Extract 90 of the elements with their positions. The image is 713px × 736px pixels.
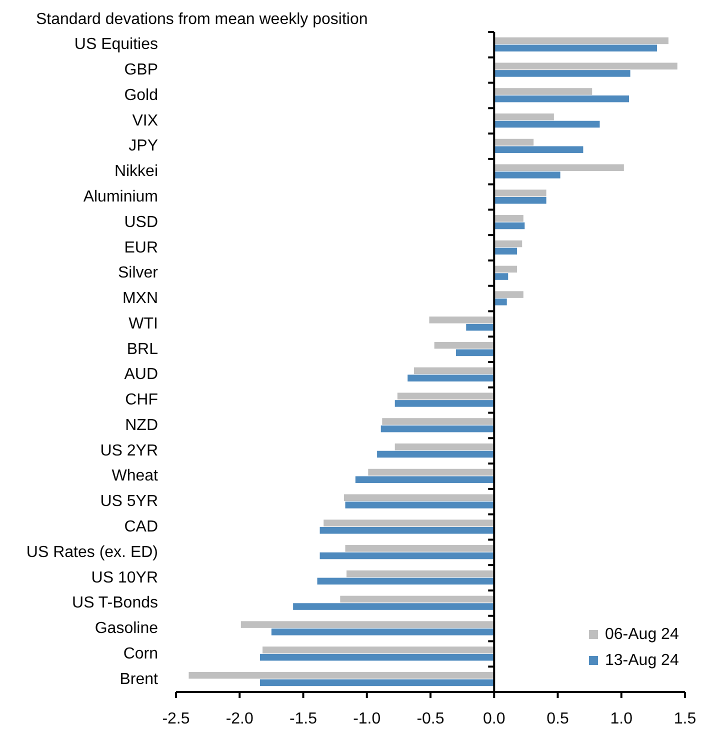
x-tick-label: 1.5 [674, 710, 696, 728]
x-tick-label: -1.5 [289, 710, 318, 728]
y-tick-label: MXN [122, 290, 158, 308]
bar [345, 545, 494, 552]
bar [494, 291, 524, 298]
bar [260, 654, 494, 661]
bar [368, 468, 494, 476]
bar [345, 502, 494, 508]
bar [494, 88, 592, 95]
bar [494, 197, 546, 204]
bar [494, 190, 546, 196]
bar [324, 520, 494, 526]
bar [456, 349, 494, 356]
y-tick-label: USD [124, 214, 158, 231]
bar [397, 392, 494, 400]
bar [271, 628, 494, 636]
x-tick-label: -0.5 [416, 710, 444, 728]
legend-label: 06-Aug 24 [605, 626, 679, 643]
y-tick-label: Aluminium [83, 188, 158, 206]
bar [344, 494, 494, 502]
y-tick-label: CHF [125, 392, 158, 409]
bar [293, 603, 494, 610]
bar [188, 672, 494, 679]
legend-label: 13-Aug 24 [605, 652, 679, 669]
bar [408, 374, 494, 382]
y-tick-label: Wheat [112, 468, 159, 485]
x-tick-label: 1.0 [610, 710, 633, 728]
bar [394, 400, 494, 407]
bar [320, 527, 494, 534]
y-tick-label: BRL [126, 340, 158, 358]
bar [494, 172, 560, 178]
bar [494, 70, 630, 77]
bar [260, 679, 494, 686]
bar [494, 62, 678, 70]
y-tick-label: Gasoline [94, 620, 158, 638]
y-tick-label: US 10YR [91, 569, 158, 586]
bar [394, 443, 494, 450]
bar [494, 95, 630, 102]
x-tick-label: 0.5 [546, 710, 569, 728]
bar [494, 113, 554, 120]
y-tick-label: GBP [124, 62, 158, 79]
bar [494, 298, 507, 306]
bar [434, 342, 494, 349]
y-tick-label: Nikkei [114, 163, 158, 180]
x-tick-label: 0.0 [483, 710, 506, 728]
y-tick-label: NZD [125, 416, 158, 434]
bar [494, 273, 508, 280]
y-tick-label: US 5YR [100, 493, 158, 510]
bar [262, 646, 494, 654]
bar [494, 266, 518, 273]
bar [494, 215, 524, 222]
y-tick-label: US 2YR [100, 442, 158, 460]
y-tick-label: US T-Bonds [72, 594, 158, 612]
bar [240, 621, 494, 628]
y-tick-label: US Rates (ex. ED) [26, 544, 158, 561]
y-tick-label: Silver [118, 264, 159, 282]
bar [317, 578, 494, 585]
bar [340, 596, 494, 603]
bar [346, 570, 494, 578]
y-tick-label: EUR [124, 239, 158, 256]
x-tick-label: -2.5 [162, 710, 190, 728]
bar [466, 324, 494, 331]
y-tick-label: JPY [128, 138, 158, 155]
bar [414, 367, 494, 374]
x-tick-label: -2.0 [226, 710, 254, 728]
bar [494, 120, 600, 128]
bar [355, 476, 494, 483]
chart-title: Standard devations from mean weekly position [36, 11, 368, 28]
bar [494, 248, 518, 255]
bar [377, 450, 494, 458]
y-tick-label: VIX [132, 112, 158, 130]
bar [494, 44, 658, 52]
bar [380, 425, 494, 432]
bar [382, 418, 494, 425]
y-tick-label: Brent [120, 670, 159, 688]
bar [494, 240, 522, 248]
bar [320, 552, 494, 560]
bar [494, 222, 525, 230]
bar [429, 316, 494, 324]
y-tick-label: Corn [123, 645, 158, 662]
y-tick-label: AUD [124, 366, 158, 384]
y-tick-label: WTI [128, 315, 158, 332]
bar [494, 146, 584, 153]
y-tick-label: US Equities [74, 36, 158, 54]
bar [494, 37, 668, 44]
y-tick-label: Gold [124, 86, 158, 104]
bar [494, 164, 624, 172]
y-tick-label: CAD [124, 518, 158, 536]
bar [494, 138, 534, 146]
x-tick-label: -1.0 [353, 710, 381, 728]
